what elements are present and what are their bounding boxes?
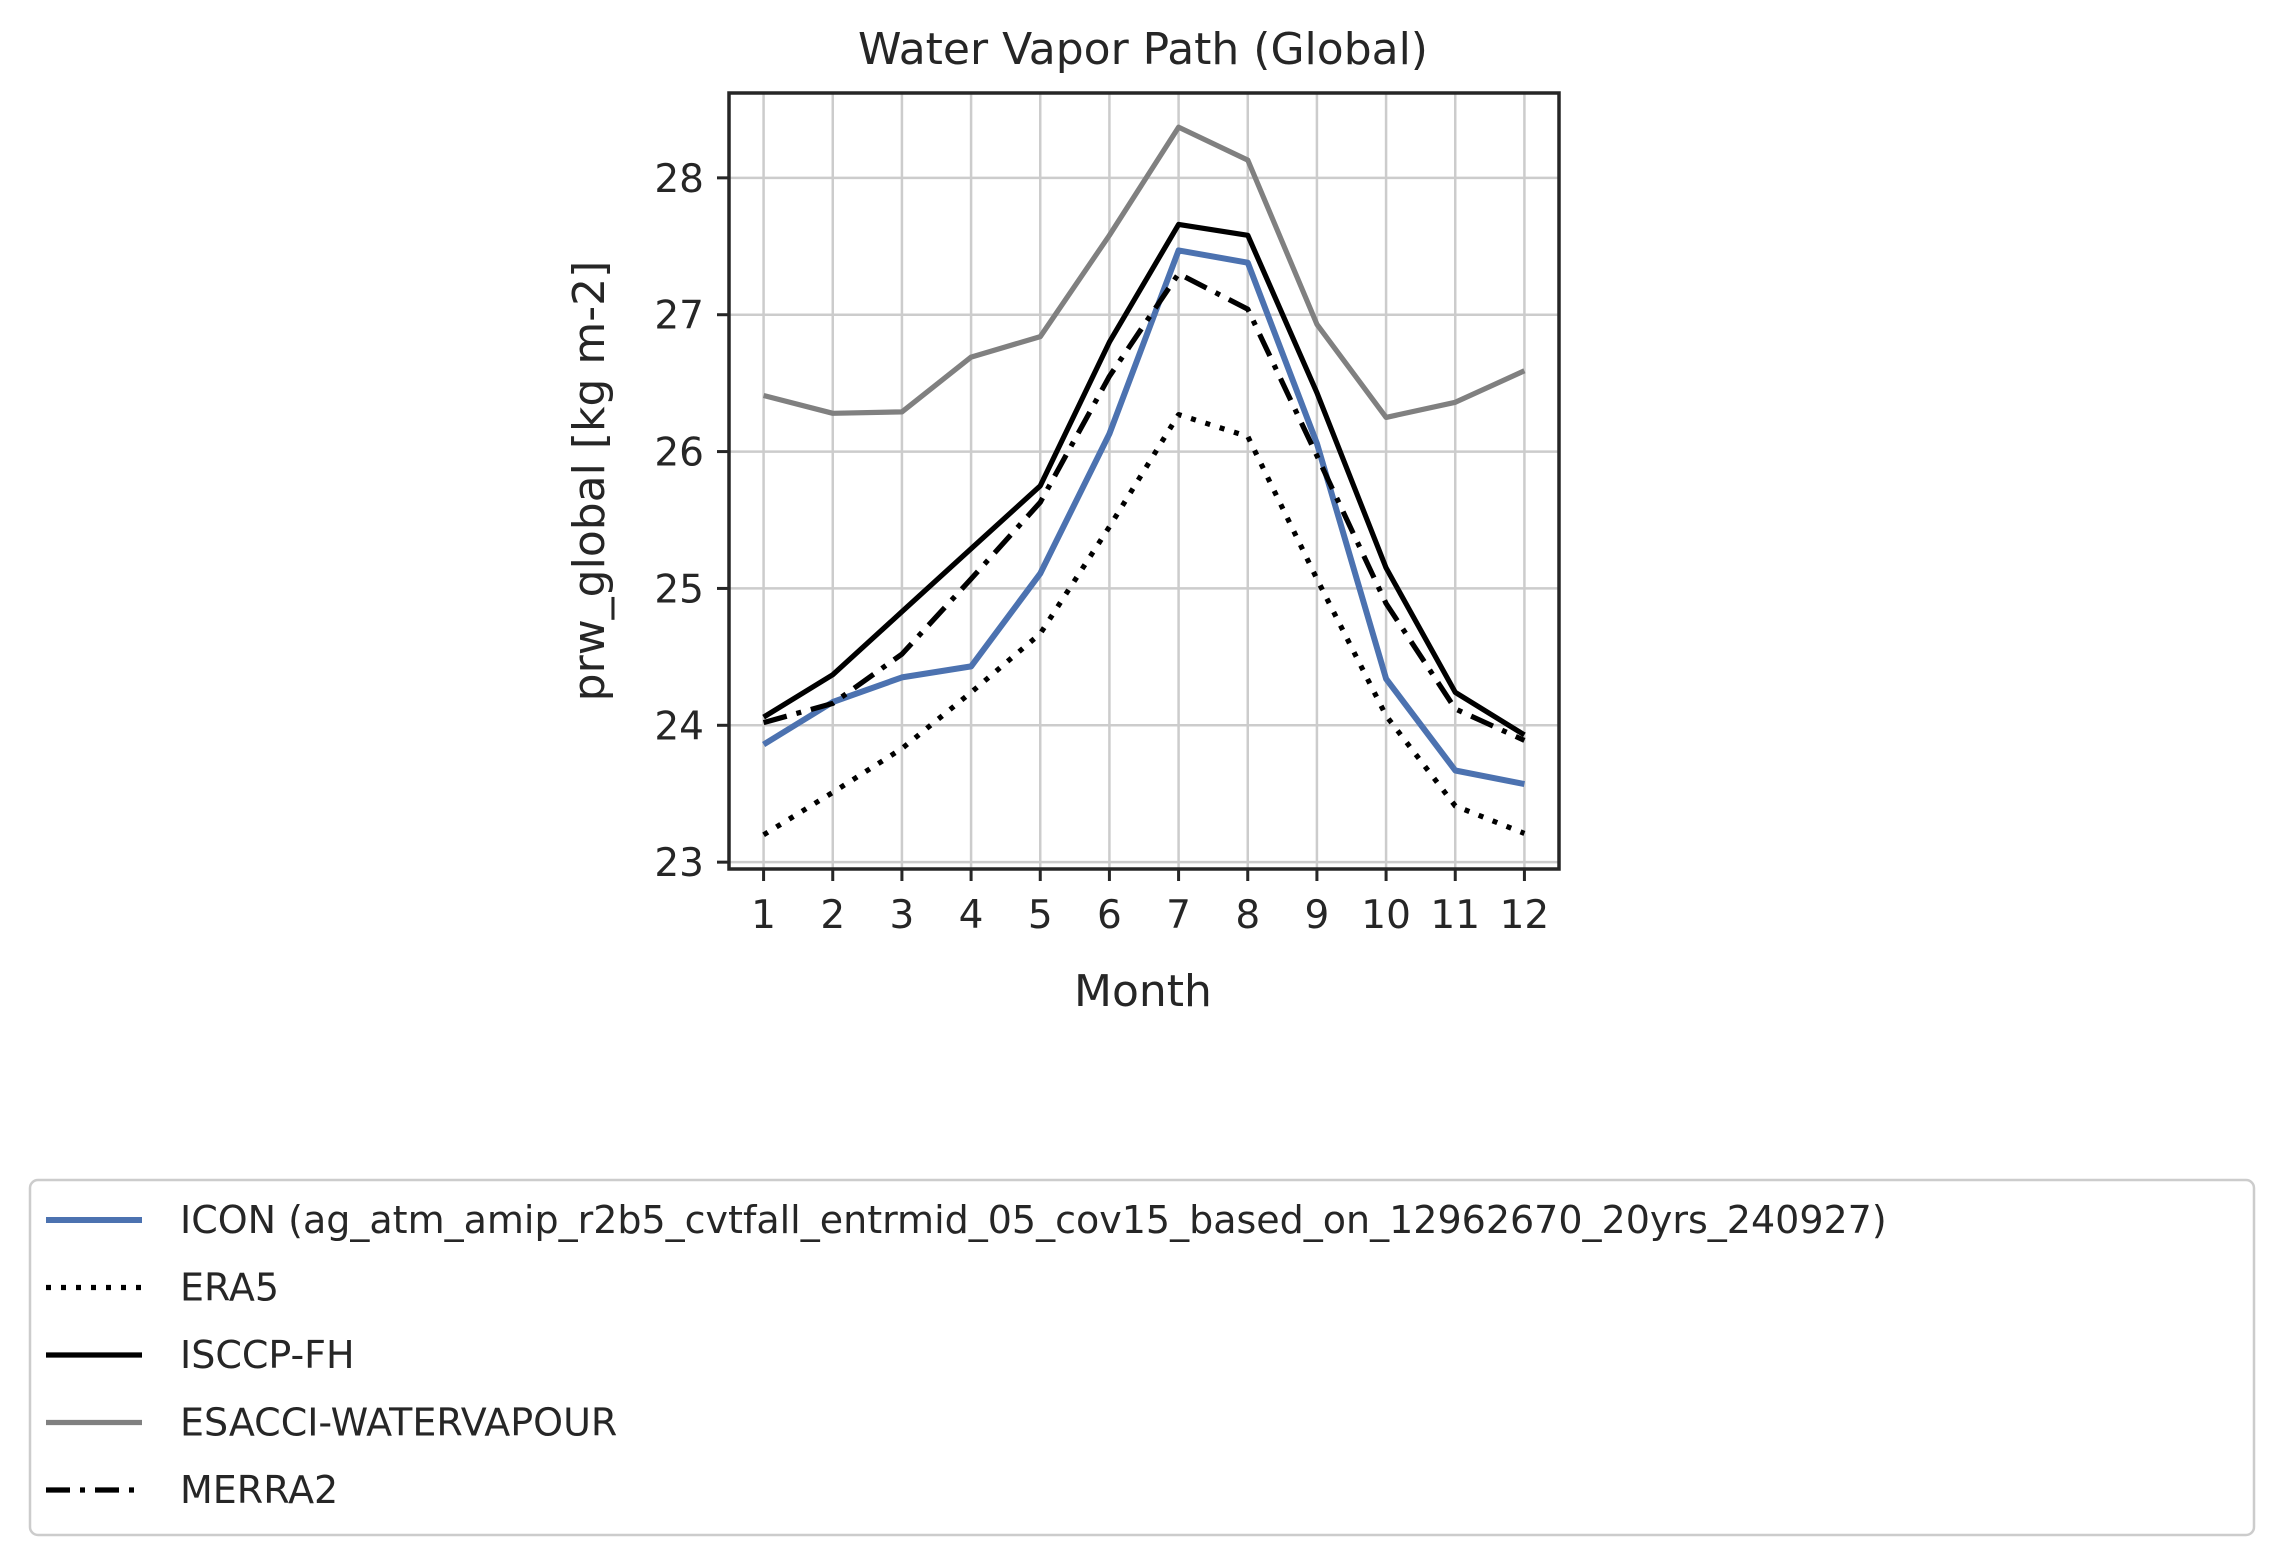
legend-label: MERRA2 <box>180 1468 338 1512</box>
x-tick-label: 7 <box>1166 893 1191 938</box>
y-tick-label: 26 <box>654 431 704 476</box>
x-tick-label: 9 <box>1305 893 1330 938</box>
legend-label: ICON (ag_atm_amip_r2b5_cvtfall_entrmid_0… <box>180 1198 1887 1242</box>
series-line <box>762 247 1525 788</box>
series-group <box>762 124 1526 838</box>
y-tick-label: 28 <box>654 157 704 202</box>
x-axis-ticks: 1 2 3 4 5 6 7 8 9 10 11 12 <box>751 869 1549 938</box>
legend-box <box>28 1178 2256 1537</box>
y-tick-label: 27 <box>654 294 704 339</box>
x-axis-label: Month <box>1074 966 1212 1017</box>
legend-label: ERA5 <box>180 1266 279 1310</box>
x-tick-label: 3 <box>890 893 915 938</box>
chart-title: Water Vapor Path (Global) <box>858 24 1428 75</box>
y-tick-label: 24 <box>654 704 704 749</box>
legend-label: ESACCI-WATERVAPOUR <box>180 1401 617 1445</box>
grid <box>729 93 1559 869</box>
y-axis-label: prw_global [kg m-2] <box>564 261 615 702</box>
x-tick-label: 11 <box>1430 893 1480 938</box>
y-tick-label: 25 <box>654 567 704 612</box>
x-tick-label: 2 <box>820 893 845 938</box>
legend: ICON (ag_atm_amip_r2b5_cvtfall_entrmid_0… <box>28 1178 2256 1537</box>
y-tick-label: 23 <box>654 841 704 886</box>
plot-frame <box>727 91 1561 871</box>
x-tick-label: 12 <box>1500 893 1550 938</box>
x-tick-label: 1 <box>751 893 776 938</box>
y-axis-ticks: 23 24 25 26 27 28 <box>654 157 729 886</box>
series-line <box>762 221 1526 738</box>
x-tick-label: 10 <box>1361 893 1411 938</box>
legend-label: ISCCP-FH <box>180 1333 355 1377</box>
series-line <box>762 412 1526 838</box>
x-tick-label: 8 <box>1235 893 1260 938</box>
x-tick-label: 6 <box>1097 893 1122 938</box>
x-tick-label: 4 <box>959 893 984 938</box>
series-line <box>762 124 1526 420</box>
x-tick-label: 5 <box>1028 893 1053 938</box>
